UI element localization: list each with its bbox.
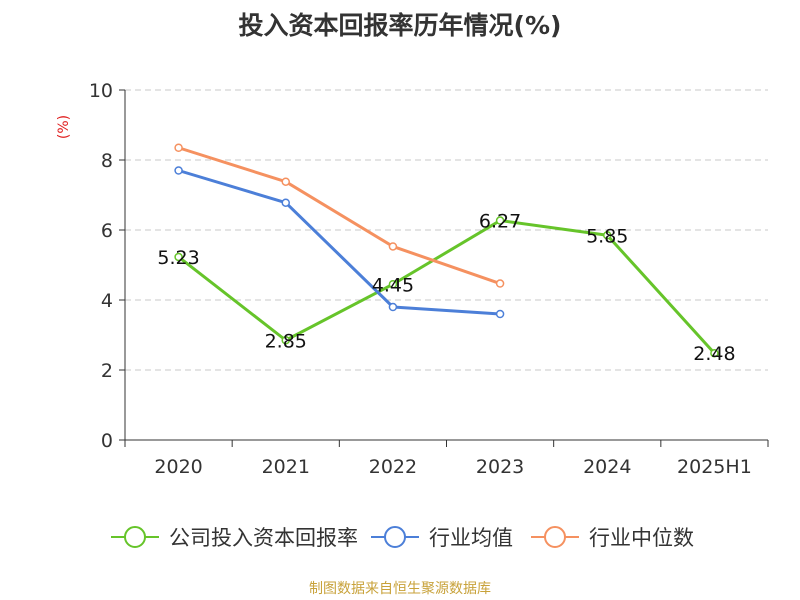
series-line	[178, 169, 501, 316]
x-tick-label: 2024	[583, 456, 631, 478]
legend: 公司投入资本回报率 行业均值 行业中位数	[111, 526, 694, 550]
legend-label: 行业均值	[429, 526, 513, 550]
y-tick-label: 0	[101, 430, 113, 452]
legend-item: 公司投入资本回报率	[111, 526, 358, 550]
data-labels: 5.23 2.85 4.45 6.27 5.85 2.48	[157, 211, 735, 366]
x-tick-label: 2022	[369, 456, 417, 478]
legend-item: 行业中位数	[531, 526, 694, 550]
data-point	[174, 252, 183, 262]
y-tick-label: 2	[101, 360, 113, 382]
data-label: 2.85	[265, 330, 307, 352]
data-point	[281, 336, 290, 345]
data-point	[495, 309, 505, 319]
grid-lines	[125, 89, 768, 371]
data-point	[388, 280, 398, 289]
data-label: 4.45	[372, 274, 414, 296]
legend-label: 行业中位数	[589, 526, 694, 550]
y-tick-label: 8	[101, 150, 113, 172]
y-axis-label: (%)	[56, 115, 72, 139]
legend-label: 公司投入资本回报率	[169, 526, 358, 550]
series-lines	[174, 143, 719, 358]
chart-source: 制图数据来自恒生聚源数据库	[309, 581, 491, 597]
legend-item: 行业均值	[371, 526, 513, 550]
legend-marker-icon	[384, 526, 406, 548]
data-point	[281, 177, 290, 186]
data-point	[495, 279, 505, 288]
data-point	[174, 143, 183, 152]
series-line	[178, 146, 501, 285]
data-point	[388, 242, 398, 251]
data-label: 2.48	[693, 343, 735, 365]
data-point	[388, 302, 398, 312]
x-tick-label: 2025H1	[677, 456, 752, 478]
x-tick-label: 2023	[476, 456, 524, 478]
y-tick-label: 6	[101, 220, 113, 242]
axes: 0 2 4 6 8 10 2020 2021 2022 2023 2024 2025H1	[89, 80, 769, 478]
data-label: 5.23	[157, 247, 199, 269]
data-point	[495, 216, 505, 225]
x-tick-label: 2021	[262, 456, 310, 478]
legend-marker-icon	[544, 526, 566, 548]
series-line	[177, 219, 716, 355]
data-label: 5.85	[586, 225, 628, 247]
data-label: 6.27	[479, 211, 521, 233]
data-point	[281, 198, 290, 207]
y-tick-label: 4	[101, 290, 113, 312]
data-point	[603, 231, 612, 240]
data-point	[710, 348, 719, 358]
data-point	[174, 166, 183, 175]
legend-marker-icon	[124, 526, 146, 548]
x-tick-label: 2020	[154, 456, 202, 478]
chart-title: 投入资本回报率历年情况(%)	[238, 11, 562, 40]
y-tick-label: 10	[89, 80, 113, 102]
